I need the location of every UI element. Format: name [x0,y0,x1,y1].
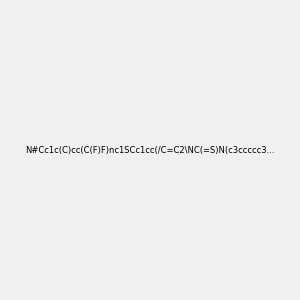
Text: N#Cc1c(C)cc(C(F)F)nc1SCc1cc(/C=C2\NC(=S)N(c3ccccc3...: N#Cc1c(C)cc(C(F)F)nc1SCc1cc(/C=C2\NC(=S)… [25,146,275,154]
